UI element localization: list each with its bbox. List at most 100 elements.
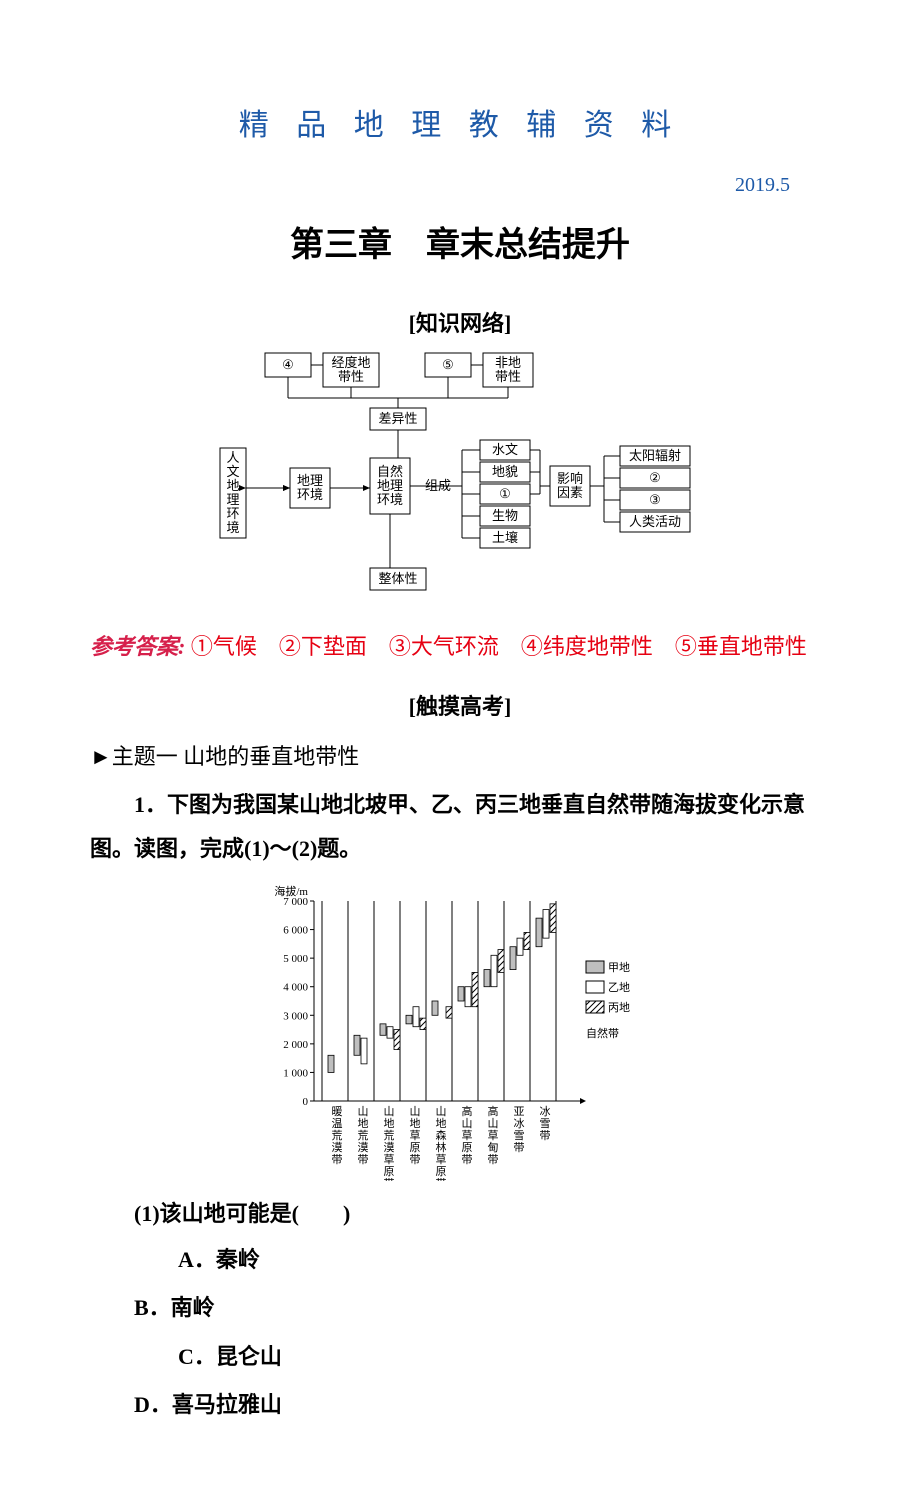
svg-text:原: 原	[384, 1166, 395, 1178]
svg-text:山: 山	[358, 1105, 369, 1118]
svg-text:高: 高	[462, 1104, 473, 1118]
svg-text:2 000: 2 000	[283, 1039, 308, 1051]
svg-text:文: 文	[226, 464, 239, 479]
svg-text:带: 带	[462, 1153, 473, 1166]
option-C: C．昆仑山	[134, 1333, 497, 1381]
svg-text:山: 山	[384, 1105, 395, 1118]
svg-text:地理: 地理	[297, 473, 323, 488]
svg-text:亚: 亚	[514, 1106, 525, 1118]
svg-text:原: 原	[436, 1166, 447, 1178]
svg-text:带性: 带性	[495, 369, 521, 384]
svg-text:3 000: 3 000	[283, 1010, 308, 1022]
svg-text:土壤: 土壤	[492, 530, 518, 545]
svg-text:③: ③	[649, 492, 661, 507]
knowledge-diagram: ④经度地带性⑤非地带性差异性人文地理环境地理环境自然地理环境组成水文地貌①生物土…	[90, 348, 830, 613]
svg-text:6 000: 6 000	[283, 925, 308, 937]
section-knowledge-network: [知识网络]	[90, 306, 830, 338]
svg-text:草: 草	[436, 1153, 447, 1166]
svg-text:太阳辐射: 太阳辐射	[629, 448, 681, 463]
svg-text:冰: 冰	[540, 1105, 551, 1118]
svg-text:漠: 漠	[358, 1141, 369, 1154]
svg-text:地: 地	[410, 1117, 421, 1130]
svg-text:影响: 影响	[557, 471, 583, 486]
svg-text:1 000: 1 000	[283, 1067, 308, 1079]
svg-text:带: 带	[384, 1177, 395, 1181]
section-gaokao: [触摸高考]	[90, 689, 830, 721]
svg-text:甸: 甸	[488, 1141, 499, 1154]
svg-text:环境: 环境	[297, 487, 323, 502]
svg-text:原: 原	[410, 1142, 421, 1154]
question-1-stem: 1．下图为我国某山地北坡甲、乙、丙三地垂直自然带随海拔变化示意图。读图，完成(1…	[90, 783, 830, 871]
svg-text:环: 环	[226, 506, 239, 521]
svg-text:④: ④	[282, 357, 294, 372]
svg-text:环境: 环境	[377, 492, 403, 507]
answer-label: 参考答案:	[90, 634, 185, 659]
doc-date: 2019.5	[90, 174, 830, 197]
svg-text:人类活动: 人类活动	[629, 514, 681, 529]
svg-text:水文: 水文	[492, 442, 518, 457]
svg-text:雪: 雪	[540, 1117, 551, 1130]
altitude-band-chart: 01 0002 0003 0004 0005 0006 0007 000海拔/m…	[90, 881, 830, 1186]
svg-text:原: 原	[462, 1142, 473, 1154]
svg-text:⑤: ⑤	[442, 357, 454, 372]
svg-text:山: 山	[410, 1105, 421, 1118]
svg-text:高: 高	[488, 1104, 499, 1118]
svg-text:林: 林	[436, 1140, 447, 1154]
svg-text:0: 0	[303, 1096, 309, 1108]
svg-text:因素: 因素	[557, 485, 583, 500]
svg-text:暖: 暖	[332, 1105, 343, 1118]
svg-text:带: 带	[332, 1153, 343, 1166]
svg-text:②: ②	[649, 470, 661, 485]
svg-text:地: 地	[226, 478, 239, 493]
svg-text:地貌: 地貌	[492, 464, 518, 479]
svg-text:草: 草	[410, 1129, 421, 1142]
svg-text:带: 带	[436, 1177, 447, 1181]
svg-text:漠: 漠	[332, 1141, 343, 1154]
svg-text:理: 理	[226, 492, 239, 507]
svg-text:山: 山	[462, 1117, 473, 1130]
svg-text:经度地: 经度地	[331, 355, 370, 370]
svg-text:自然: 自然	[377, 464, 403, 479]
answer-block: 参考答案: ①气候 ②下垫面 ③大气环流 ④纬度地带性 ⑤垂直地带性	[90, 625, 830, 669]
svg-text:荒: 荒	[332, 1129, 343, 1142]
question-1-1-options: A．秦岭 B．南岭	[90, 1236, 830, 1333]
svg-text:人: 人	[226, 450, 239, 465]
hero-title: 精 品 地 理 教 辅 资 料	[90, 100, 830, 144]
svg-text:非地: 非地	[495, 355, 521, 370]
svg-text:荒: 荒	[358, 1129, 369, 1142]
topic-1: ►主题一 山地的垂直地带性	[90, 735, 830, 779]
question-1-1-options-2: C．昆仑山 D．喜马拉雅山	[90, 1333, 830, 1430]
svg-text:甲地: 甲地	[608, 961, 630, 974]
svg-text:漠: 漠	[384, 1141, 395, 1154]
svg-text:①: ①	[499, 486, 511, 501]
svg-text:草: 草	[488, 1129, 499, 1142]
svg-text:整体性: 整体性	[378, 571, 417, 586]
svg-text:生物: 生物	[492, 508, 518, 523]
svg-text:草: 草	[384, 1153, 395, 1166]
svg-text:带: 带	[410, 1153, 421, 1166]
svg-text:地: 地	[384, 1117, 395, 1130]
svg-text:乙地: 乙地	[608, 981, 630, 994]
svg-text:荒: 荒	[384, 1129, 395, 1142]
svg-text:带: 带	[358, 1153, 369, 1166]
svg-text:差异性: 差异性	[378, 411, 417, 426]
svg-text:4 000: 4 000	[283, 982, 308, 994]
option-A: A．秦岭	[134, 1236, 497, 1284]
option-D: D．喜马拉雅山	[90, 1381, 453, 1429]
answer-text: ①气候 ②下垫面 ③大气环流 ④纬度地带性 ⑤垂直地带性	[185, 634, 807, 659]
svg-text:森: 森	[436, 1128, 447, 1142]
chapter-title: 第三章 章末总结提升	[90, 217, 830, 266]
svg-text:冰: 冰	[514, 1117, 525, 1130]
svg-text:地理: 地理	[377, 478, 403, 493]
svg-text:山: 山	[436, 1105, 447, 1118]
svg-text:雪: 雪	[514, 1129, 525, 1142]
svg-text:草: 草	[462, 1129, 473, 1142]
svg-text:海拔/m: 海拔/m	[274, 884, 308, 898]
svg-text:带: 带	[540, 1129, 551, 1142]
svg-text:温: 温	[332, 1117, 343, 1130]
svg-text:地: 地	[436, 1117, 447, 1130]
question-1-1: (1)该山地可能是( )	[90, 1192, 830, 1236]
svg-text:5 000: 5 000	[283, 953, 308, 965]
svg-text:山: 山	[488, 1117, 499, 1130]
option-B: B．南岭	[90, 1284, 453, 1332]
